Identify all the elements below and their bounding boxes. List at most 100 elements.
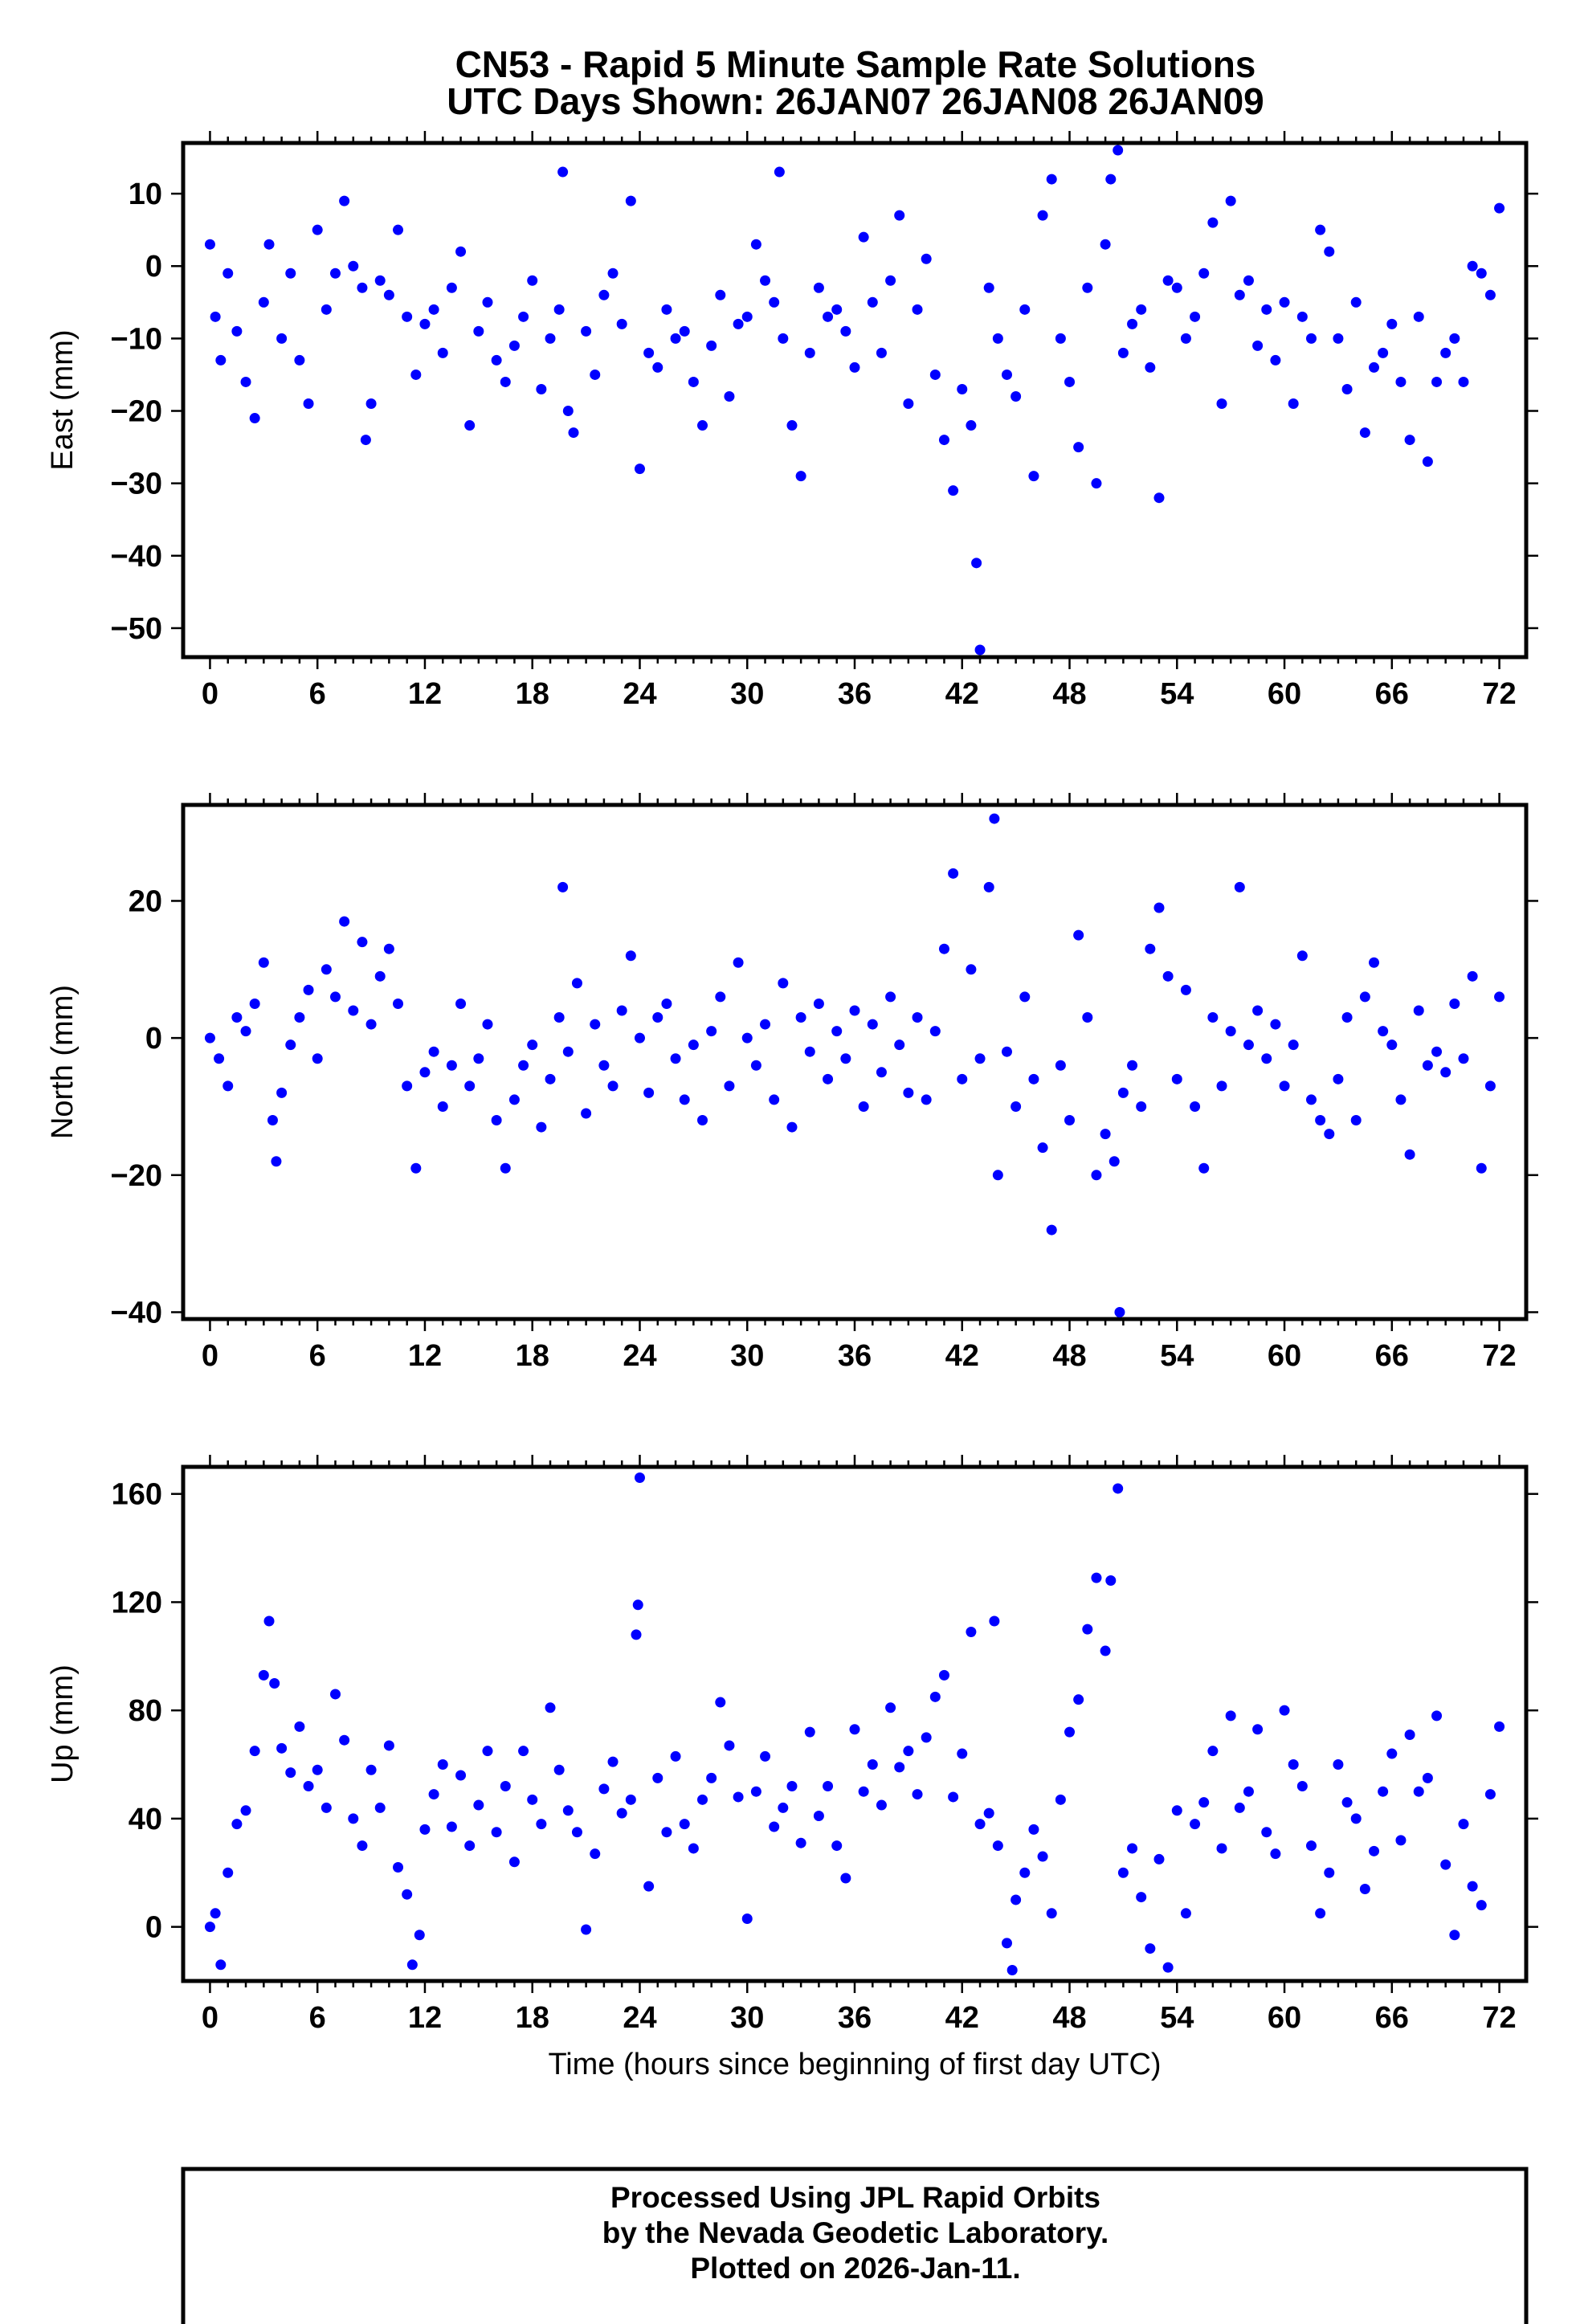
north-data-point	[1234, 881, 1245, 892]
up-data-point	[1001, 1938, 1012, 1949]
up-data-point	[1105, 1575, 1117, 1586]
up-data-point	[383, 1740, 394, 1751]
up-data-point	[679, 1819, 690, 1830]
north-data-point	[365, 1019, 377, 1030]
east-data-point	[1136, 304, 1147, 315]
up-data-point	[508, 1856, 520, 1868]
up-data-point	[210, 1908, 221, 1919]
north-data-point	[1350, 1115, 1362, 1126]
north-data-point	[1484, 1080, 1496, 1092]
east-plot-frame	[181, 141, 1529, 660]
up-data-point	[1333, 1759, 1344, 1771]
up-data-point	[249, 1746, 260, 1757]
east-data-point	[733, 318, 744, 329]
up-data-point	[1113, 1483, 1124, 1494]
east-data-point	[303, 398, 314, 410]
east-data-point	[1082, 282, 1093, 293]
north-data-point	[1404, 1149, 1415, 1160]
north-data-point	[616, 1005, 627, 1016]
east-data-point	[1305, 333, 1317, 344]
north-data-point	[518, 1060, 529, 1071]
up-data-point	[634, 1472, 645, 1483]
east-data-point	[661, 304, 672, 315]
up-data-point	[402, 1889, 413, 1900]
east-data-point	[473, 325, 484, 337]
up-data-point	[1136, 1892, 1147, 1903]
east-y-axis-label: East (mm)	[46, 329, 80, 470]
east-data-point	[823, 311, 834, 322]
east-data-point	[1261, 304, 1272, 315]
east-data-point	[419, 318, 431, 329]
east-y-tick-label: −30	[111, 468, 162, 501]
east-data-point	[697, 420, 708, 431]
east-data-point	[795, 471, 806, 482]
up-data-point	[357, 1840, 368, 1852]
east-data-point	[568, 427, 579, 439]
east-data-point	[1207, 217, 1219, 228]
east-x-tick-label: 54	[1160, 677, 1194, 711]
up-data-point	[1395, 1835, 1407, 1846]
east-data-point	[240, 376, 251, 387]
east-data-point	[1171, 282, 1182, 293]
up-data-point	[804, 1726, 815, 1738]
east-data-point	[482, 296, 493, 308]
east-data-point	[374, 275, 386, 286]
up-data-point	[706, 1772, 717, 1783]
north-x-tick-label: 54	[1160, 1339, 1194, 1373]
footer-line2: by the Nevada Geodetic Laboratory.	[602, 2216, 1109, 2249]
north-panel: 0 6 12 18 24 30 36 42 48 54 60 66 72 20 0 −20 −40 North (…	[46, 793, 1538, 1373]
up-data-point	[464, 1840, 476, 1852]
north-data-point	[374, 970, 386, 982]
east-data-point	[1404, 435, 1415, 446]
north-data-point	[1494, 991, 1505, 1003]
up-data-point	[1369, 1845, 1380, 1856]
east-x-tick-label: 42	[945, 677, 979, 711]
up-data-point	[813, 1811, 824, 1822]
east-data-point	[957, 383, 968, 394]
up-x-tick-label: 72	[1482, 2001, 1516, 2035]
east-data-point	[1341, 383, 1353, 394]
up-data-point	[750, 1786, 761, 1797]
east-y-tick-label: −10	[111, 322, 162, 356]
east-data-point	[1011, 390, 1022, 402]
east-data-point	[652, 361, 663, 373]
up-data-point	[406, 1959, 418, 1971]
north-data-point	[1413, 1005, 1424, 1016]
east-data-point	[885, 275, 896, 286]
north-data-point	[329, 991, 341, 1003]
east-data-point	[741, 311, 753, 322]
up-data-point	[625, 1794, 636, 1805]
east-data-point	[1288, 398, 1299, 410]
north-data-point	[1431, 1046, 1443, 1057]
north-data-point	[1127, 1060, 1138, 1071]
east-data-point	[774, 166, 785, 178]
north-data-point	[885, 991, 896, 1003]
east-data-point	[357, 282, 368, 293]
east-data-point	[971, 558, 982, 569]
north-data-point	[428, 1046, 439, 1057]
east-data-point	[500, 376, 511, 387]
north-data-point	[204, 1032, 215, 1044]
north-data-point	[557, 881, 569, 892]
up-data-point	[974, 1819, 986, 1830]
north-data-point	[348, 1005, 359, 1016]
up-y-tick-label: 40	[129, 1803, 162, 1836]
north-data-point	[482, 1019, 493, 1030]
up-data-point	[1046, 1908, 1057, 1919]
north-data-point	[786, 1121, 798, 1133]
north-y-tick-label: −20	[111, 1159, 162, 1193]
north-data-point	[402, 1080, 413, 1092]
east-data-point	[1270, 354, 1281, 366]
north-data-point	[1136, 1101, 1147, 1112]
up-data-point	[1261, 1827, 1272, 1838]
up-data-point	[733, 1791, 744, 1803]
up-data-point	[607, 1756, 619, 1767]
east-data-point	[1046, 174, 1057, 185]
north-data-point	[1476, 1162, 1487, 1174]
east-y-tick-label: −20	[111, 395, 162, 429]
north-x-tick-label: 0	[202, 1339, 218, 1373]
north-data-point	[741, 1032, 753, 1044]
east-x-tick-label: 18	[516, 677, 549, 711]
north-x-tick-label: 24	[623, 1339, 656, 1373]
up-data-point	[312, 1764, 323, 1775]
